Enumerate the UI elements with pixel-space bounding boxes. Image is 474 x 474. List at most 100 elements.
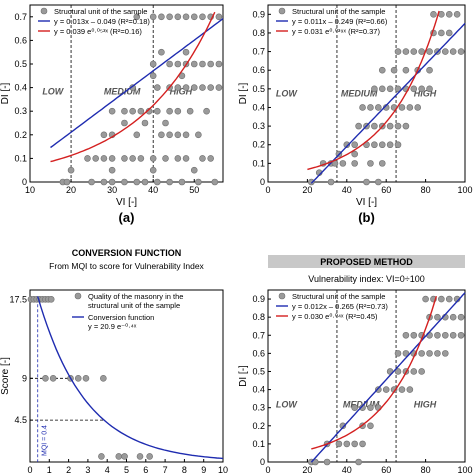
data-point (386, 122, 394, 130)
data-point (207, 84, 214, 91)
x-tick-label: 9 (201, 465, 206, 474)
y-axis-label: DI [-] (238, 82, 249, 104)
y-tick-label: 0 (260, 457, 265, 467)
x-tick-label: 20 (66, 185, 76, 195)
data-point (186, 107, 194, 115)
data-point (133, 131, 141, 139)
data-point (190, 166, 198, 174)
data-point (215, 84, 223, 91)
data-point (323, 458, 331, 466)
data-point (108, 107, 116, 115)
data-point (182, 84, 190, 91)
data-point (100, 375, 107, 382)
x-tick-label: 0 (27, 465, 32, 474)
data-point (182, 155, 190, 162)
plot-frame (29, 4, 224, 183)
data-point (74, 375, 82, 382)
y-tick-label: 0.4 (14, 83, 27, 93)
data-point (327, 178, 335, 186)
data-point (47, 295, 55, 303)
data-point (449, 48, 457, 55)
x-tick-label: 1 (47, 465, 52, 474)
data-point (394, 48, 402, 55)
y-tick-label: 0.1 (14, 153, 27, 163)
data-point (100, 178, 108, 186)
data-point (367, 104, 374, 111)
data-point (82, 375, 90, 382)
y-tick-label: 0.4 (252, 102, 265, 112)
data-point (449, 313, 457, 321)
x-tick-label: 7 (163, 465, 168, 474)
data-point (136, 453, 144, 460)
x-tick-label: 50 (189, 185, 199, 195)
data-point (215, 13, 223, 21)
y-tick-label: 0.3 (252, 121, 265, 131)
data-point (153, 84, 161, 91)
panel-d: 0 20 40 60 80 100 0 0.1 0.2 0.3 0.4 0.5 0.6 0.7 0.8 0.9… (238, 255, 473, 474)
x-tick-label: 100 (457, 465, 472, 474)
data-point (84, 155, 91, 162)
header-box (268, 255, 465, 268)
x-tick-label: 8 (182, 465, 187, 474)
data-point (158, 131, 165, 139)
data-point (410, 85, 418, 93)
chart-title: CONVERSION FUNCTION (72, 248, 182, 258)
x-tick-label: 60 (381, 465, 391, 474)
legend-scatter-label-cont: structural unit of the sample (88, 301, 180, 310)
data-point (182, 48, 190, 56)
data-point (441, 48, 449, 55)
data-point (137, 155, 145, 162)
data-point (137, 107, 145, 115)
data-point (162, 155, 169, 162)
data-point (129, 155, 136, 162)
data-point (438, 29, 445, 37)
data-point (426, 350, 433, 357)
data-point (402, 48, 410, 55)
exponential-fit-line (307, 10, 440, 171)
data-point (100, 155, 108, 162)
y-axis-label: Score [-] (0, 357, 11, 395)
data-point (207, 155, 214, 162)
chart-subtitle: From MQI to score for Vulnerability Inde… (49, 261, 204, 271)
y-tick-label: 0 (22, 177, 27, 187)
data-point (339, 422, 347, 430)
data-point (190, 13, 198, 21)
data-point (402, 331, 410, 339)
y-tick-label: 0.9 (252, 294, 265, 304)
x-tick-label: 20 (302, 185, 312, 195)
data-point (149, 72, 157, 80)
data-point (182, 13, 190, 21)
data-point (453, 11, 461, 18)
data-point (414, 104, 422, 111)
data-point (166, 178, 173, 186)
linear-fit-line (50, 18, 224, 149)
zone-label: MEDIUM (341, 88, 378, 98)
y-tick-label: 0.6 (252, 65, 265, 75)
data-point (121, 155, 128, 162)
y-tick-label: 0.6 (252, 348, 265, 358)
panel-c: 0 1 2 3 4 5 6 7 8 9 10 4.5 9 17.5 Score [-] CONVERSION … (0, 248, 228, 474)
data-point (445, 11, 453, 18)
y-tick-label: 0.6 (14, 35, 27, 45)
data-point (215, 60, 223, 68)
data-point (100, 131, 108, 139)
data-point (375, 104, 382, 111)
y-tick-label: 0.1 (252, 439, 265, 449)
data-point (153, 107, 161, 115)
x-tick-label: 20 (302, 465, 312, 474)
legend-scatter-marker (74, 292, 82, 300)
data-point (190, 84, 198, 91)
x-tick-label: 40 (342, 185, 352, 195)
data-point (434, 350, 441, 357)
data-point (335, 440, 343, 448)
data-point (339, 160, 347, 167)
data-point (394, 122, 402, 130)
data-point (178, 178, 186, 186)
y-tick-label: 0.2 (252, 140, 265, 150)
exponential-fit-line (50, 11, 216, 163)
x-tick-label: 0 (265, 185, 270, 195)
data-point (199, 155, 206, 162)
